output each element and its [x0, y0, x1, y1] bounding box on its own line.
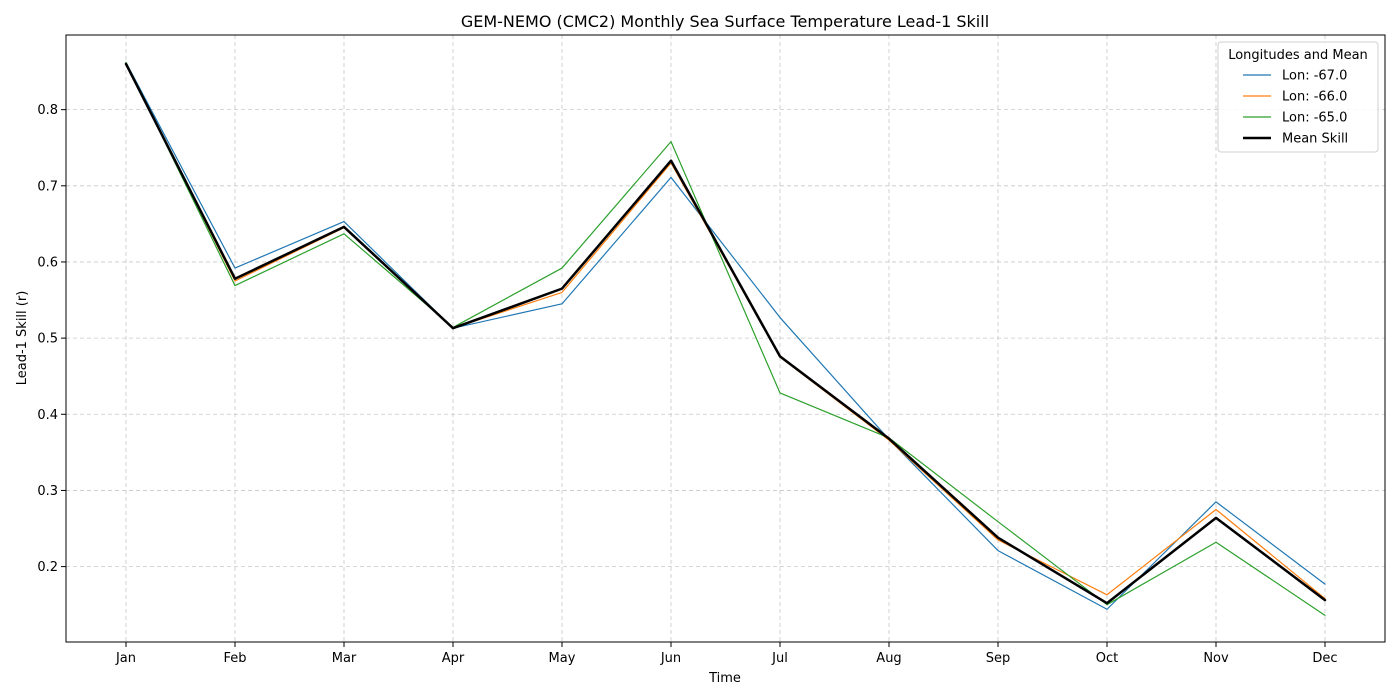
x-tick-label: Jan: [115, 651, 136, 666]
x-tick-label: Oct: [1096, 651, 1118, 666]
y-tick-label: 0.8: [37, 103, 58, 118]
y-axis-title: Lead-1 Skill (r): [15, 291, 30, 386]
x-tick-label: Aug: [876, 651, 901, 666]
y-tick-label: 0.2: [37, 560, 58, 575]
y-axis: 0.2 0.3 0.4 0.5 0.6 0.7 0.8: [37, 103, 66, 575]
x-tick-label: Jul: [771, 651, 788, 666]
series-line-0: [125, 61, 1326, 610]
x-axis-title: Time: [708, 671, 741, 686]
legend-title: Longitudes and Mean: [1228, 48, 1368, 63]
series-line-3: [124, 62, 1327, 605]
legend: Longitudes and Mean Lon: -67.0 Lon: -66.0 L…: [1217, 41, 1379, 153]
x-tick-label: Apr: [442, 651, 465, 666]
y-tick-label: 0.5: [37, 332, 58, 347]
x-tick-label: Dec: [1312, 651, 1337, 666]
series-lines: [124, 61, 1327, 616]
legend-box: [1217, 41, 1379, 153]
y-tick-label: 0.7: [37, 179, 58, 194]
chart-title: GEM-NEMO (CMC2) Monthly Sea Surface Temp…: [461, 12, 989, 31]
x-tick-label: Mar: [332, 651, 357, 666]
y-tick-label: 0.3: [37, 484, 58, 499]
y-tick-label: 0.6: [37, 255, 58, 270]
series-line-2: [125, 61, 1326, 616]
x-tick-label: Jun: [660, 651, 681, 666]
x-tick-label: Sep: [986, 651, 1011, 666]
y-tick-label: 0.4: [37, 408, 58, 423]
legend-label: Lon: -66.0: [1282, 90, 1347, 105]
legend-label: Mean Skill: [1282, 132, 1348, 147]
x-axis: Jan Feb Mar Apr May Jun Jul Aug Sep Oct Nov Dec: [115, 642, 1338, 666]
series-line-1: [125, 63, 1326, 600]
legend-label: Lon: -67.0: [1282, 69, 1347, 84]
legend-label: Lon: -65.0: [1282, 111, 1347, 126]
x-tick-label: Nov: [1203, 651, 1229, 666]
x-tick-label: Feb: [223, 651, 246, 666]
grid-lines: [66, 35, 1385, 642]
x-tick-label: May: [549, 651, 576, 666]
